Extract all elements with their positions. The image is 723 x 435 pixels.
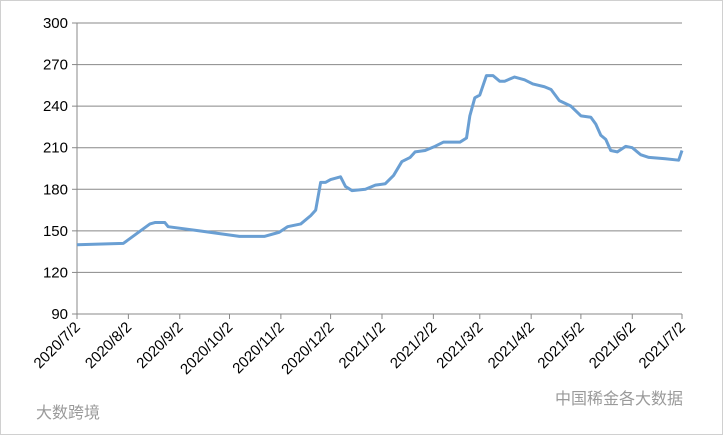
- y-tick-label: 150: [43, 223, 68, 240]
- y-tick-label: 240: [43, 98, 68, 115]
- data-line: [76, 74, 684, 247]
- y-tick-label: 300: [43, 15, 68, 32]
- y-tick-label: 90: [51, 306, 68, 323]
- watermark: 中国稀金各大数据: [555, 390, 683, 408]
- y-tick-label: 210: [43, 140, 68, 157]
- y-tick-label: 180: [43, 181, 68, 198]
- y-tick-label: 120: [43, 264, 68, 281]
- watermark: 大数跨境: [36, 403, 100, 422]
- y-tick-label: 270: [43, 57, 68, 74]
